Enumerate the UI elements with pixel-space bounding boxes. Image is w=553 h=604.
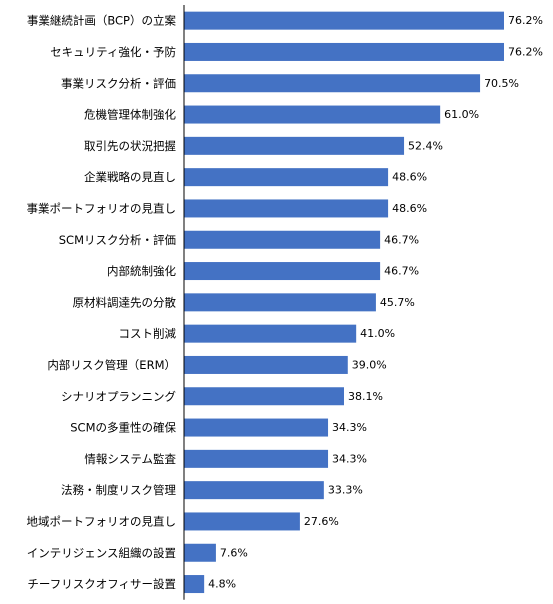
data-label: 34.3%	[332, 452, 367, 465]
bar	[184, 293, 376, 312]
data-label: 45.7%	[380, 296, 415, 309]
data-label: 41.0%	[360, 327, 395, 340]
bar	[184, 136, 405, 155]
data-label: 46.7%	[384, 265, 419, 278]
bar	[184, 74, 481, 93]
data-label: 38.1%	[348, 390, 383, 403]
bar	[184, 575, 205, 594]
data-label: 39.0%	[352, 358, 387, 371]
category-label: シナリオプランニング	[61, 389, 176, 403]
bar	[184, 230, 381, 249]
bar	[184, 355, 348, 374]
data-label: 48.6%	[392, 202, 427, 215]
bars	[184, 11, 504, 594]
category-label: コスト削減	[119, 327, 177, 341]
data-label: 76.2%	[508, 45, 543, 58]
category-label: 事業継続計画（BCP）の立案	[27, 14, 177, 28]
category-label: 情報システム監査	[84, 452, 176, 466]
bar	[184, 262, 381, 281]
category-label: セキュリティ強化・予防	[50, 45, 176, 59]
category-label: インテリジェンス組織の設置	[27, 546, 176, 560]
category-label: 内部統制強化	[107, 264, 176, 278]
data-label: 52.4%	[408, 139, 443, 152]
data-label: 7.6%	[220, 546, 248, 559]
category-label: 事業ポートフォリオの見直し	[27, 201, 177, 215]
category-label: 原材料調達先の分散	[73, 295, 177, 309]
category-label: 取引先の状況把握	[84, 139, 176, 153]
data-label: 27.6%	[304, 515, 339, 528]
category-label: チーフリスクオフィサー設置	[27, 577, 176, 591]
bar	[184, 199, 389, 218]
bar	[184, 387, 344, 406]
bar	[184, 543, 216, 562]
category-label: 内部リスク管理（ERM）	[47, 358, 176, 372]
category-labels: 事業継続計画（BCP）の立案セキュリティ強化・予防事業リスク分析・評価危機管理体…	[27, 14, 177, 591]
category-label: 法務・制度リスク管理	[61, 483, 176, 497]
bar	[184, 42, 504, 61]
category-label: 地域ポートフォリオの見直し	[27, 514, 177, 528]
data-label: 46.7%	[384, 233, 419, 246]
data-label: 34.3%	[332, 421, 367, 434]
bar	[184, 105, 441, 124]
category-label: 企業戦略の見直し	[84, 170, 176, 184]
data-label: 33.3%	[328, 484, 363, 497]
bar	[184, 481, 324, 500]
data-label: 61.0%	[444, 108, 479, 121]
category-label: 危機管理体制強化	[84, 108, 176, 122]
data-label: 4.8%	[208, 578, 236, 591]
bar	[184, 324, 357, 343]
bar	[184, 418, 329, 437]
data-label: 70.5%	[484, 77, 519, 90]
bar	[184, 512, 300, 531]
category-label: 事業リスク分析・評価	[61, 76, 176, 90]
value-labels: 76.2% 76.2% 70.5% 61.0% 52.4% 48.6% 48.6% 46.7%…	[208, 14, 543, 590]
bar	[184, 449, 329, 468]
data-label: 76.2%	[508, 14, 543, 27]
bar	[184, 168, 389, 187]
data-label: 48.6%	[392, 171, 427, 184]
bar	[184, 11, 504, 30]
category-label: SCMの多重性の確保	[70, 421, 176, 435]
category-label: SCMリスク分析・評価	[59, 233, 176, 247]
